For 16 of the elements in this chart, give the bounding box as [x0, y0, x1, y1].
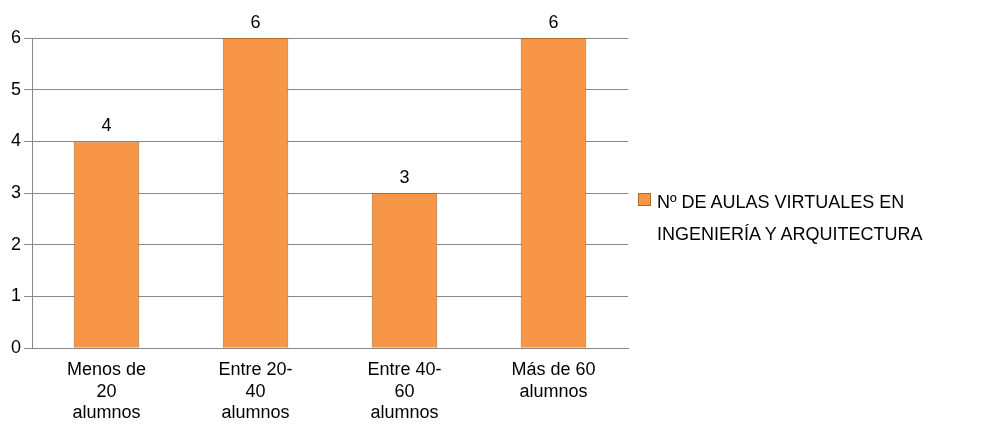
y-tick-label: 5	[11, 78, 22, 99]
y-tick-label: 3	[11, 182, 22, 203]
x-tick-label: Entre 20-40 alumnos	[218, 358, 293, 423]
data-label: 6	[548, 11, 559, 32]
data-label: 4	[101, 115, 112, 136]
y-tick-label: 0	[11, 337, 22, 358]
x-tick-label: Más de 60 alumnos	[511, 358, 596, 401]
x-tick-label: Menos de 20 alumnos	[66, 358, 147, 423]
data-label: 3	[399, 167, 410, 188]
y-tick-label: 4	[11, 130, 22, 151]
y-tick-label: 1	[11, 285, 22, 306]
data-label: 6	[250, 11, 261, 32]
x-tick-label: Entre 40-60 alumnos	[367, 358, 442, 423]
y-tick-label: 6	[11, 26, 22, 47]
legend-label: Nº DE AULAS VIRTUALES EN INGENIERÍA Y ARQUITECTURA	[657, 190, 924, 246]
y-tick-label: 2	[11, 233, 22, 254]
